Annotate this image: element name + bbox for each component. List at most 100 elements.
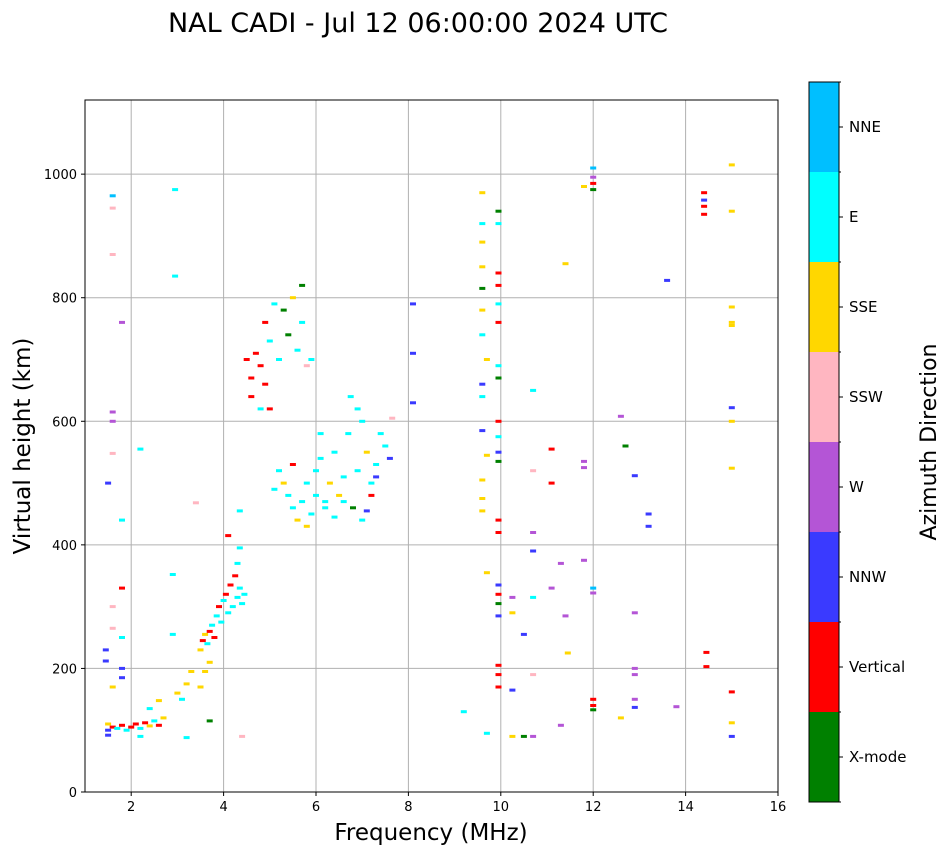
data-point — [701, 204, 708, 208]
data-point — [326, 481, 333, 485]
colorbar-tick-label: NNE — [849, 118, 881, 136]
data-point — [109, 685, 116, 689]
data-point — [222, 592, 229, 596]
data-point — [146, 707, 153, 711]
data-point — [172, 188, 179, 192]
colorbar-tick-label: NNW — [849, 568, 886, 586]
data-point — [294, 518, 301, 522]
data-point — [243, 358, 250, 361]
data-point — [119, 636, 125, 639]
data-point — [479, 333, 486, 337]
data-point — [631, 611, 638, 615]
y-tick-label: 800 — [52, 292, 77, 307]
data-point — [262, 382, 269, 386]
colorbar-segment — [809, 442, 839, 532]
data-point — [495, 320, 502, 324]
data-point — [590, 166, 597, 170]
data-point — [128, 725, 135, 729]
data-point — [280, 308, 287, 312]
data-point — [317, 432, 324, 436]
data-point — [520, 734, 527, 738]
data-point — [336, 493, 343, 497]
data-point — [105, 722, 112, 726]
data-point — [299, 320, 306, 324]
data-point — [581, 558, 587, 562]
data-point — [530, 469, 537, 473]
data-point — [479, 222, 486, 226]
data-point — [703, 665, 710, 669]
data-point — [299, 283, 306, 287]
colorbar-tick-label: X-mode — [849, 748, 906, 766]
data-point — [257, 364, 264, 368]
x-tick-label: 10 — [493, 800, 510, 815]
data-point — [590, 586, 597, 590]
data-point — [119, 586, 125, 590]
data-point — [172, 274, 179, 278]
data-point — [483, 453, 490, 457]
data-point — [479, 265, 486, 269]
data-point — [363, 450, 370, 454]
data-point — [132, 722, 139, 726]
data-point — [495, 685, 502, 689]
data-point — [252, 351, 259, 355]
data-point — [479, 308, 486, 312]
data-point — [308, 358, 315, 361]
colorbar-tick-label: Vertical — [849, 658, 905, 676]
x-tick-label: 2 — [127, 800, 135, 815]
data-point — [495, 209, 502, 213]
data-point — [701, 212, 708, 216]
data-point — [239, 734, 246, 738]
data-point — [495, 673, 502, 677]
colorbar-tick-label: W — [849, 478, 864, 496]
data-point — [331, 450, 338, 454]
data-point — [202, 670, 209, 673]
data-point — [119, 666, 125, 670]
data-point — [109, 410, 116, 414]
data-point — [495, 376, 502, 380]
data-point — [285, 333, 292, 337]
data-point — [289, 506, 296, 510]
colorbar-tick-label: SSE — [849, 298, 878, 316]
data-point — [479, 429, 486, 433]
data-point — [581, 185, 587, 188]
colorbar-tick-label: E — [849, 208, 858, 226]
data-point — [213, 614, 220, 618]
data-point — [197, 648, 204, 652]
data-point — [728, 324, 735, 327]
data-point — [645, 524, 652, 528]
data-point — [530, 734, 537, 738]
colorbar-segment — [809, 352, 839, 442]
data-point — [285, 493, 292, 497]
data-point — [617, 716, 624, 720]
data-point — [728, 419, 735, 423]
data-point — [179, 697, 185, 701]
data-point — [483, 358, 490, 361]
data-point — [562, 614, 569, 618]
data-point — [495, 283, 502, 287]
data-point — [373, 475, 380, 479]
x-tick-label: 4 — [219, 800, 227, 815]
data-point — [530, 549, 537, 553]
data-point — [225, 611, 232, 615]
data-point — [225, 534, 232, 538]
data-point — [631, 474, 638, 478]
data-point — [137, 447, 144, 451]
colorbar-segment — [809, 172, 839, 262]
data-point — [386, 456, 393, 460]
plot-area — [85, 100, 778, 792]
data-point — [495, 271, 502, 275]
data-point — [557, 723, 564, 727]
data-point — [308, 512, 315, 516]
data-point — [564, 651, 571, 655]
data-point — [322, 500, 329, 504]
data-point — [495, 531, 502, 534]
data-point — [479, 497, 486, 500]
data-point — [530, 595, 537, 599]
grid-lines — [85, 100, 779, 793]
y-tick-label: 400 — [52, 539, 77, 554]
x-tick-label: 6 — [312, 800, 320, 815]
data-point — [303, 364, 310, 368]
data-point — [102, 659, 109, 663]
data-point — [728, 721, 735, 725]
data-point — [232, 574, 239, 578]
